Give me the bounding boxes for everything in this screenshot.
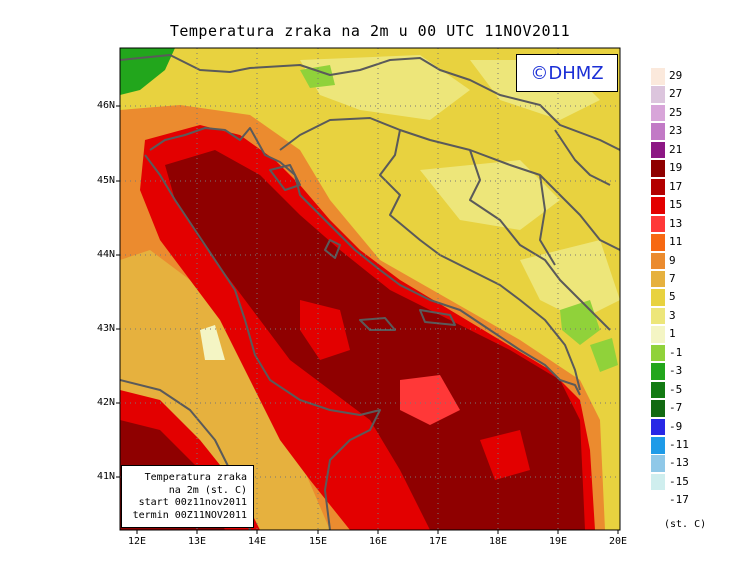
island: [269, 164, 301, 191]
border-line: [379, 129, 581, 391]
legend-label: 23: [669, 124, 683, 138]
coastline: [149, 127, 581, 396]
legend-swatch: [651, 492, 665, 509]
cold-area-patch: [590, 338, 618, 372]
coastline: [144, 154, 381, 530]
lon-label: 17E: [428, 536, 448, 547]
legend-label: 13: [669, 216, 683, 230]
legend-swatch: [651, 178, 665, 196]
legend-label: 15: [669, 198, 683, 212]
legend-label: -9: [669, 419, 683, 433]
info-line: na 2m (st. C): [168, 484, 247, 496]
lon-label: 15E: [308, 536, 328, 547]
legend-swatch: [651, 381, 665, 399]
legend-swatch: [651, 215, 665, 233]
legend-swatch: [651, 326, 665, 343]
pale-land-patch: [300, 55, 470, 120]
lat-label: 46N: [96, 100, 115, 111]
lon-label: 14E: [247, 536, 267, 547]
legend-swatch: [651, 307, 665, 325]
pale-land-patch: [420, 160, 560, 230]
lat-label: 42N: [96, 397, 115, 408]
legend-label: -1: [669, 345, 683, 359]
legend-swatch: [651, 344, 665, 362]
legend-label: -13: [669, 456, 689, 470]
legend-swatch: [651, 418, 665, 436]
border-line: [554, 129, 611, 186]
cold-area-patch: [120, 48, 175, 95]
legend-swatch: [651, 473, 665, 491]
legend-label: -11: [669, 438, 689, 451]
legend-label: 5: [669, 290, 676, 304]
lat-label: 41N: [96, 471, 115, 482]
sea-patch: [400, 375, 460, 425]
legend-label: -3: [669, 364, 683, 378]
island: [359, 317, 396, 331]
lon-label: 13E: [187, 536, 207, 547]
legend-swatch: [651, 437, 665, 454]
legend-label: 27: [669, 87, 683, 101]
legend-swatch: [651, 86, 665, 103]
sea-patch: [480, 430, 530, 480]
lon-label: 19E: [548, 536, 568, 547]
lat-label: 45N: [96, 175, 115, 186]
lat-label: 44N: [96, 249, 115, 260]
legend-label: 19: [669, 161, 683, 175]
legend-label: 7: [669, 271, 676, 285]
dhmz-logo: ©DHMZ: [516, 54, 618, 92]
legend-label: 11: [669, 235, 683, 249]
sea-hot-core: [165, 150, 585, 530]
sea-patch: [200, 325, 225, 360]
info-box: Temperatura zraka na 2m (st. C) start 00…: [121, 465, 254, 528]
legend-swatch: [651, 197, 665, 214]
info-line: start 00z11nov2011: [138, 497, 247, 508]
lon-label: 16E: [368, 536, 388, 547]
legend-label: 1: [669, 327, 676, 341]
legend-swatch: [651, 141, 665, 159]
info-line: termin 00Z11NOV2011: [132, 509, 247, 521]
legend-swatch: [651, 400, 665, 417]
border-line: [539, 174, 556, 266]
legend-label: -15: [669, 474, 689, 488]
legend-label: 9: [669, 253, 676, 267]
info-line: Temperatura zraka: [144, 472, 247, 483]
legend-label: 21: [669, 142, 683, 156]
legend-swatch: [651, 104, 665, 122]
border-line: [120, 54, 620, 151]
legend-label: 29: [669, 69, 683, 82]
legend-swatch: [651, 234, 665, 251]
legend-label: 25: [669, 105, 683, 119]
legend-swatch: [651, 289, 665, 306]
legend-label: -7: [669, 401, 683, 415]
lon-label: 18E: [488, 536, 508, 547]
cold-area-patch: [300, 65, 335, 88]
sea-patch: [300, 300, 350, 360]
legend-swatch: [651, 252, 665, 269]
island: [324, 239, 341, 259]
lon-label: 12E: [127, 536, 147, 547]
legend-swatch: [651, 160, 665, 177]
map-frame: [119, 47, 621, 531]
legend-swatch: [651, 270, 665, 288]
legend-label: 3: [669, 308, 676, 322]
island: [419, 309, 456, 326]
legend-swatch: [651, 123, 665, 140]
legend-label: -5: [669, 382, 683, 396]
legend-swatch: [651, 455, 665, 472]
legend-label: 17: [669, 179, 683, 193]
map-title: Temperatura zraka na 2m u 00 UTC 11NOV20…: [169, 22, 571, 40]
lat-label: 43N: [96, 323, 115, 334]
legend-swatch: [651, 363, 665, 380]
legend-swatch: [651, 68, 665, 85]
legend-unit: (st. C): [664, 519, 707, 530]
border-line: [469, 149, 611, 331]
legend-label: -17: [669, 493, 689, 507]
lon-label: 20E: [608, 536, 628, 547]
